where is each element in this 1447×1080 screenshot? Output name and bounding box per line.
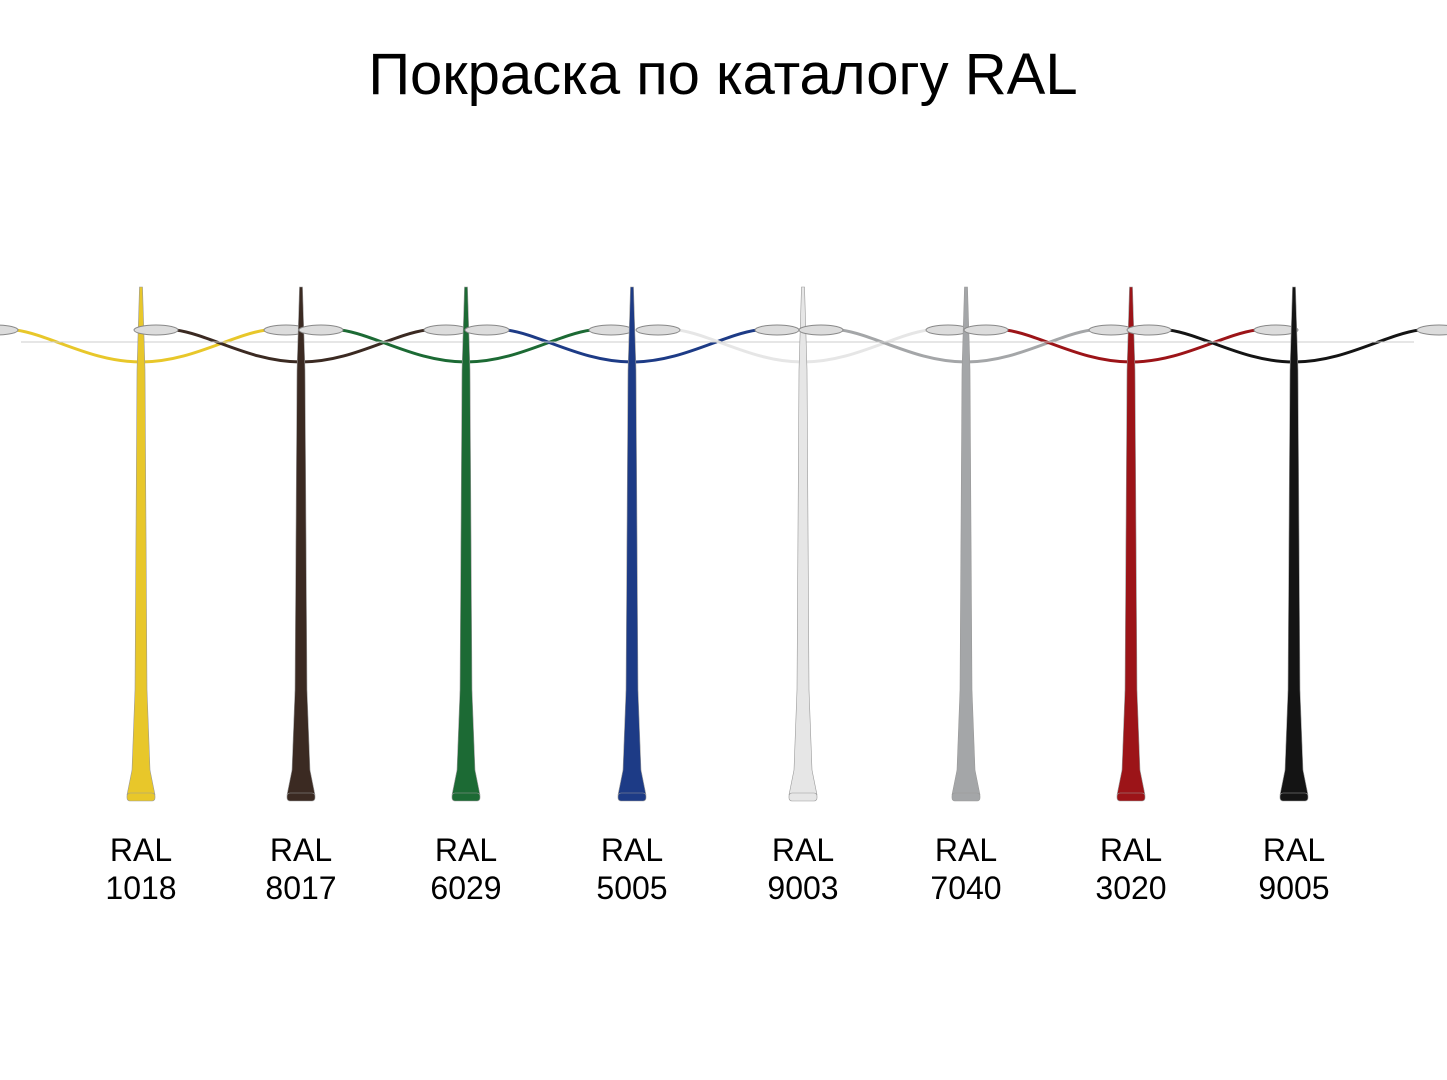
arm — [1168, 328, 1295, 364]
label-ral: RAL — [1100, 832, 1162, 868]
pole-body — [126, 286, 156, 796]
lamp — [754, 324, 800, 336]
pole-base — [951, 792, 981, 802]
lamp — [1088, 324, 1134, 336]
label-ral: RAL — [935, 832, 997, 868]
pole — [0, 286, 309, 802]
arm — [1293, 328, 1420, 364]
arm — [465, 328, 592, 364]
label-code: 9003 — [767, 870, 838, 906]
lamp — [963, 324, 1009, 336]
lamp — [0, 324, 19, 336]
arm — [506, 328, 633, 364]
pole-base — [1279, 792, 1309, 802]
arm — [840, 328, 967, 364]
pole-base — [1116, 792, 1146, 802]
label-code: 6029 — [430, 870, 501, 906]
pole-base — [126, 792, 156, 802]
arm — [15, 328, 142, 364]
title: Покраска по каталогу RAL — [368, 42, 1077, 107]
pole-body — [1116, 286, 1146, 796]
pole — [1126, 286, 1447, 802]
label-ral: RAL — [270, 832, 332, 868]
arm — [300, 328, 427, 364]
label-code: 9005 — [1258, 870, 1329, 906]
label-ral: RAL — [110, 832, 172, 868]
lamp — [464, 324, 510, 336]
pole-base — [286, 792, 316, 802]
pole-base — [788, 792, 818, 802]
pole-body — [286, 286, 316, 796]
pole-base — [451, 792, 481, 802]
pole-body — [1279, 286, 1309, 796]
label-ral: RAL — [772, 832, 834, 868]
label-code: 1018 — [105, 870, 176, 906]
label-ral: RAL — [601, 832, 663, 868]
pole-body — [788, 286, 818, 796]
lamp — [588, 324, 634, 336]
arm — [677, 328, 804, 364]
arm — [1130, 328, 1257, 364]
pole — [464, 286, 800, 802]
arm — [1005, 328, 1132, 364]
pole-base — [617, 792, 647, 802]
pole-body — [451, 286, 481, 796]
arm — [340, 328, 467, 364]
lamp — [133, 324, 179, 336]
lamp — [1416, 324, 1447, 336]
lamp — [298, 324, 344, 336]
labels: RAL1018RAL8017RAL6029RAL5005RAL9003RAL70… — [105, 832, 1329, 906]
arm — [631, 328, 758, 364]
pole-body — [617, 286, 647, 796]
lamp — [1126, 324, 1172, 336]
pole — [133, 286, 469, 802]
pole — [963, 286, 1299, 802]
label-code: 8017 — [265, 870, 336, 906]
label-code: 7040 — [930, 870, 1001, 906]
lamp — [635, 324, 681, 336]
pole — [298, 286, 634, 802]
label-code: 5005 — [596, 870, 667, 906]
pole — [635, 286, 971, 802]
pole-body — [951, 286, 981, 796]
label-ral: RAL — [1263, 832, 1325, 868]
arm — [175, 328, 302, 364]
lamp — [798, 324, 844, 336]
lamp — [1253, 324, 1299, 336]
poles — [0, 286, 1447, 802]
label-ral: RAL — [435, 832, 497, 868]
arm — [140, 328, 267, 364]
pole — [798, 286, 1134, 802]
arm — [802, 328, 929, 364]
label-code: 3020 — [1095, 870, 1166, 906]
arm — [965, 328, 1092, 364]
lamp — [423, 324, 469, 336]
